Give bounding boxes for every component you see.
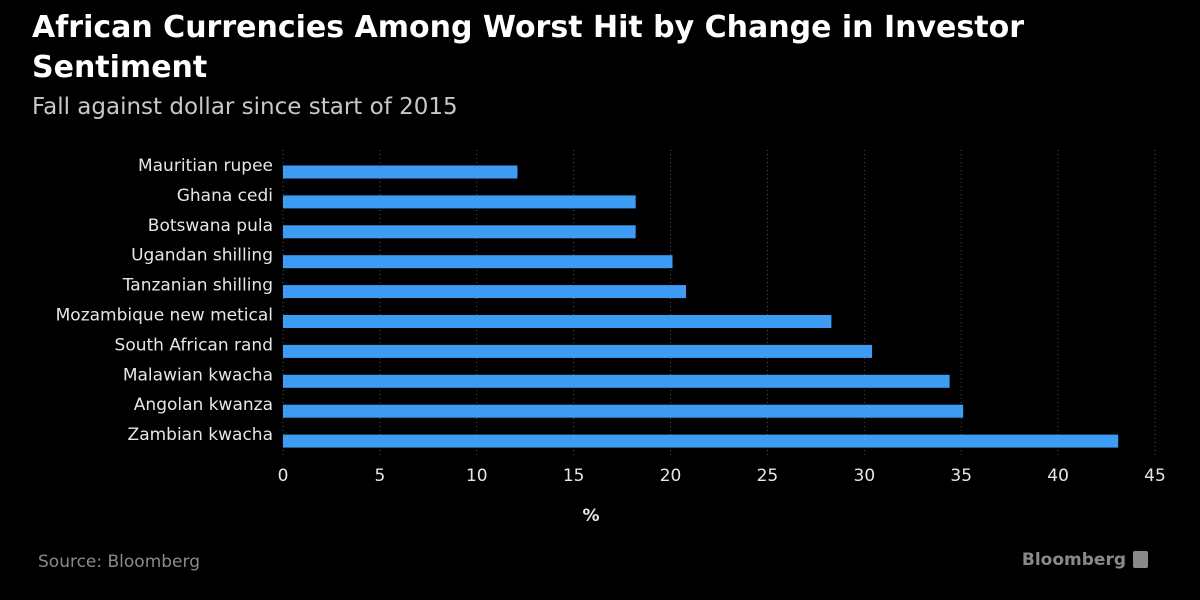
x-tick-label: 0 xyxy=(278,466,289,486)
y-tick-label: Tanzanian shilling xyxy=(122,276,273,296)
bar xyxy=(283,225,636,239)
y-tick-label: Angolan kwanza xyxy=(134,395,273,415)
x-tick-label: 15 xyxy=(563,466,585,486)
bar xyxy=(283,434,1119,448)
chart-title: African Currencies Among Worst Hit by Ch… xyxy=(32,10,1024,85)
y-tick-label: Mauritian rupee xyxy=(138,156,273,176)
brand-icon xyxy=(1133,551,1148,568)
x-tick-label: 35 xyxy=(950,466,972,486)
bar xyxy=(283,255,673,269)
x-tick-label: 5 xyxy=(374,466,385,486)
brand: Bloomberg xyxy=(1022,550,1126,570)
y-tick-label: Zambian kwacha xyxy=(128,425,273,445)
bar xyxy=(283,195,636,209)
x-tick-label: 40 xyxy=(1047,466,1069,486)
y-tick-label: Malawian kwacha xyxy=(123,365,273,385)
bar xyxy=(283,165,518,179)
source: Source: Bloomberg xyxy=(38,552,200,572)
x-tick-label: 20 xyxy=(660,466,682,486)
y-tick-label: Mozambique new metical xyxy=(56,306,273,326)
bar xyxy=(283,285,687,299)
x-tick-label: 25 xyxy=(757,466,779,486)
chart-subtitle: Fall against dollar since start of 2015 xyxy=(32,94,458,120)
x-tick-label: 45 xyxy=(1144,466,1166,486)
bar xyxy=(283,344,873,358)
bar xyxy=(283,374,950,388)
y-tick-label: Botswana pula xyxy=(148,216,273,236)
y-tick-label: Ghana cedi xyxy=(177,186,273,206)
x-axis-label: % xyxy=(582,506,599,526)
x-tick-label: 10 xyxy=(466,466,488,486)
y-tick-label: South African rand xyxy=(115,335,273,355)
x-tick-label: 30 xyxy=(854,466,876,486)
y-tick-label: Ugandan shilling xyxy=(131,246,273,266)
bar xyxy=(283,404,964,418)
bar xyxy=(283,315,832,328)
